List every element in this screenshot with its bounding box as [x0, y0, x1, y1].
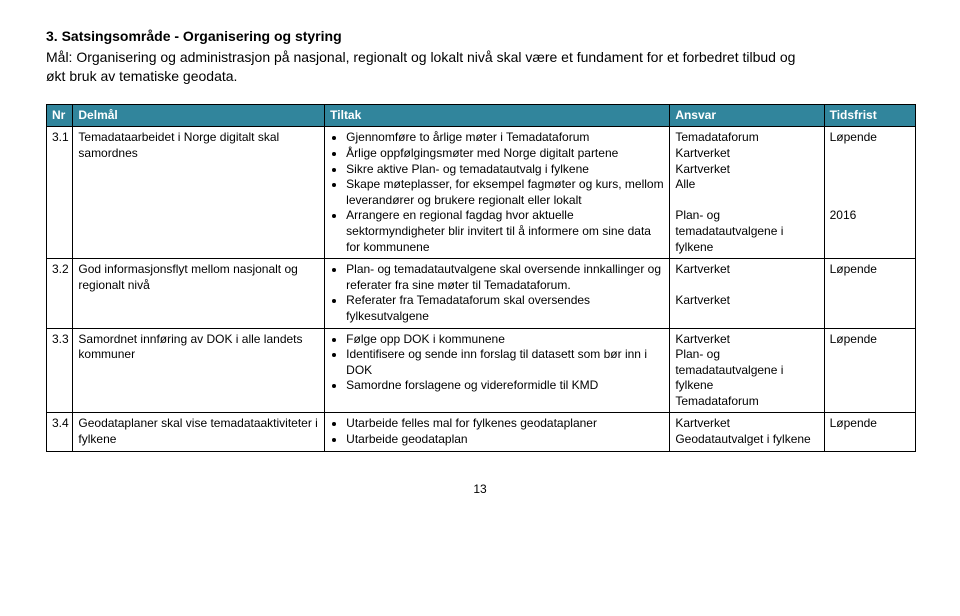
table-row: 3.2God informasjonsflyt mellom nasjonalt…	[47, 259, 916, 328]
table-row: 3.1Temadataarbeidet i Norge digitalt ska…	[47, 127, 916, 259]
tiltak-item: Referater fra Temadataforum skal oversen…	[346, 293, 664, 324]
tiltak-item: Identifisere og sende inn forslag til da…	[346, 347, 664, 378]
goals-table: Nr Delmål Tiltak Ansvar Tidsfrist 3.1Tem…	[46, 104, 916, 452]
cell-delmal: Temadataarbeidet i Norge digitalt skal s…	[73, 127, 325, 259]
cell-ansvar: KartverketPlan- og temadatautvalgene i f…	[670, 328, 824, 413]
tiltak-item: Plan- og temadatautvalgene skal oversend…	[346, 262, 664, 293]
cell-delmal: Samordnet innføring av DOK i alle landet…	[73, 328, 325, 413]
document-page: 3. Satsingsområde - Organisering og styr…	[0, 0, 960, 496]
tiltak-item: Skape møteplasser, for eksempel fagmøter…	[346, 177, 664, 208]
table-row: 3.4Geodataplaner skal vise temadataaktiv…	[47, 413, 916, 451]
cell-tidsfrist: Løpende	[824, 259, 915, 328]
tiltak-item: Utarbeide felles mal for fylkenes geodat…	[346, 416, 664, 432]
cell-tiltak: Utarbeide felles mal for fylkenes geodat…	[325, 413, 670, 451]
table-header-row: Nr Delmål Tiltak Ansvar Tidsfrist	[47, 104, 916, 127]
col-tidsfrist: Tidsfrist	[824, 104, 915, 127]
cell-tiltak: Gjennomføre to årlige møter i Temadatafo…	[325, 127, 670, 259]
table-row: 3.3Samordnet innføring av DOK i alle lan…	[47, 328, 916, 413]
tiltak-item: Arrangere en regional fagdag hvor aktuel…	[346, 208, 664, 255]
section-intro: Mål: Organisering og administrasjon på n…	[46, 48, 806, 86]
cell-nr: 3.1	[47, 127, 73, 259]
cell-delmal: Geodataplaner skal vise temadataaktivite…	[73, 413, 325, 451]
table-body: 3.1Temadataarbeidet i Norge digitalt ska…	[47, 127, 916, 451]
cell-ansvar: TemadataforumKartverketKartverketAlle Pl…	[670, 127, 824, 259]
tiltak-item: Følge opp DOK i kommunene	[346, 332, 664, 348]
cell-nr: 3.3	[47, 328, 73, 413]
cell-tiltak: Følge opp DOK i kommuneneIdentifisere og…	[325, 328, 670, 413]
cell-nr: 3.2	[47, 259, 73, 328]
cell-tidsfrist: Løpende	[824, 413, 915, 451]
cell-ansvar: Kartverket Kartverket	[670, 259, 824, 328]
cell-tiltak: Plan- og temadatautvalgene skal oversend…	[325, 259, 670, 328]
col-ansvar: Ansvar	[670, 104, 824, 127]
cell-delmal: God informasjonsflyt mellom nasjonalt og…	[73, 259, 325, 328]
tiltak-item: Gjennomføre to årlige møter i Temadatafo…	[346, 130, 664, 146]
col-nr: Nr	[47, 104, 73, 127]
section-heading: 3. Satsingsområde - Organisering og styr…	[46, 28, 914, 44]
cell-nr: 3.4	[47, 413, 73, 451]
cell-ansvar: KartverketGeodatautvalget i fylkene	[670, 413, 824, 451]
tiltak-item: Årlige oppfølgingsmøter med Norge digita…	[346, 146, 664, 162]
tiltak-item: Sikre aktive Plan- og temadatautvalg i f…	[346, 162, 664, 178]
tiltak-item: Utarbeide geodataplan	[346, 432, 664, 448]
col-delmal: Delmål	[73, 104, 325, 127]
cell-tidsfrist: Løpende	[824, 328, 915, 413]
page-number: 13	[46, 482, 914, 496]
col-tiltak: Tiltak	[325, 104, 670, 127]
tiltak-item: Samordne forslagene og videreformidle ti…	[346, 378, 664, 394]
cell-tidsfrist: Løpende 2016	[824, 127, 915, 259]
